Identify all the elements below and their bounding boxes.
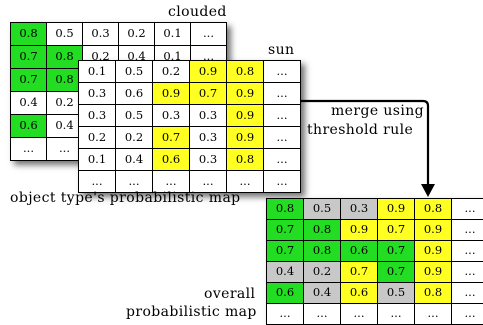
overall-cell: 0.7 [267, 241, 304, 262]
overall-cell: ... [304, 304, 341, 325]
overall-cell: ... [452, 304, 483, 325]
overall-cell: 0.5 [378, 283, 415, 304]
overall-cell: 0.8 [267, 199, 304, 220]
overall-cell: 0.2 [304, 262, 341, 283]
overall-cell: ... [452, 199, 483, 220]
overall-cell: ... [267, 304, 304, 325]
overall-cell: 0.6 [267, 283, 304, 304]
overall-label: overall [204, 286, 255, 302]
overall-cell: ... [452, 220, 483, 241]
overall-cell: ... [452, 262, 483, 283]
overall-cell: 0.7 [267, 220, 304, 241]
overall-cell: ... [341, 304, 378, 325]
overall-cell: 0.7 [378, 220, 415, 241]
overall-cell: 0.8 [304, 220, 341, 241]
overall-cell: 0.9 [415, 262, 452, 283]
overall-cell: 0.4 [267, 262, 304, 283]
overall-cell: 0.3 [341, 199, 378, 220]
overall-cell: ... [452, 241, 483, 262]
overall-cell: 0.6 [341, 283, 378, 304]
overall-cell: 0.9 [341, 220, 378, 241]
merge-arrow-line [300, 101, 428, 186]
overall-cell: ... [452, 283, 483, 304]
overall-cell: 0.9 [415, 220, 452, 241]
overall-cell: 0.7 [341, 262, 378, 283]
overall-cell: 0.9 [378, 199, 415, 220]
overall-cell: 0.6 [341, 241, 378, 262]
overall-cell: 0.8 [304, 241, 341, 262]
overall-cell: 0.9 [415, 241, 452, 262]
merge-arrow-head [421, 184, 435, 197]
overall-cell: 0.4 [304, 283, 341, 304]
probabilistic-map-label: probabilistic map [126, 304, 257, 320]
overall-cell: 0.7 [378, 262, 415, 283]
overall-cell: 0.8 [415, 283, 452, 304]
overall-cell: 0.7 [378, 241, 415, 262]
overall-cell: 0.8 [415, 199, 452, 220]
overall-cell: ... [378, 304, 415, 325]
overall-cell: 0.5 [304, 199, 341, 220]
overall-cell: ... [415, 304, 452, 325]
overall-row: .................. [267, 304, 483, 325]
